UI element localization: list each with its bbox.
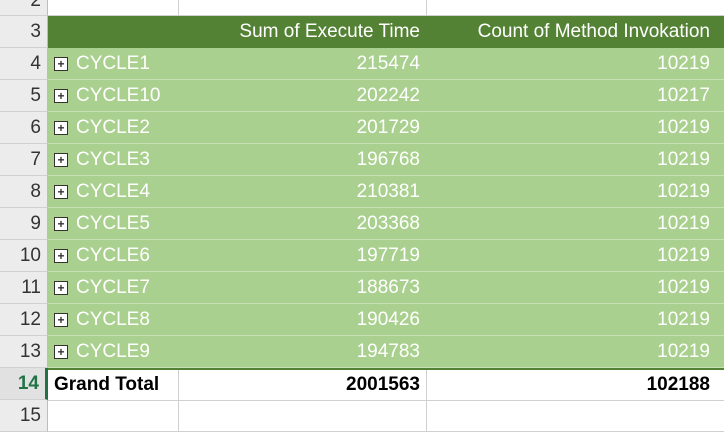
row-label: CYCLE9 bbox=[76, 341, 150, 362]
row-header-15[interactable]: 15 bbox=[0, 400, 48, 432]
execute-time-cell[interactable]: 197719 bbox=[356, 245, 420, 266]
row-label-cell[interactable]: + CYCLE7 bbox=[48, 272, 178, 303]
row-label: CYCLE1 bbox=[76, 53, 150, 74]
table-row: + CYCLE7 188673 10219 bbox=[48, 272, 724, 304]
table-row: + CYCLE5 203368 10219 bbox=[48, 208, 724, 240]
expand-icon[interactable]: + bbox=[54, 89, 68, 103]
execute-time-cell[interactable]: 201729 bbox=[356, 117, 420, 138]
row-header-9[interactable]: 9 bbox=[0, 208, 48, 240]
row-header-12[interactable]: 12 bbox=[0, 304, 48, 336]
row-header-6[interactable]: 6 bbox=[0, 112, 48, 144]
cell[interactable] bbox=[426, 0, 724, 15]
cell[interactable] bbox=[426, 401, 724, 431]
grand-total-label[interactable]: Grand Total bbox=[54, 374, 160, 395]
row-label-cell[interactable]: + CYCLE6 bbox=[48, 240, 178, 271]
grand-total-row: Grand Total 2001563 102188 bbox=[48, 368, 724, 400]
invocation-count-cell[interactable]: 10219 bbox=[657, 53, 710, 74]
expand-icon[interactable]: + bbox=[54, 153, 68, 167]
row-header-3[interactable]: 3 bbox=[0, 16, 48, 48]
execute-time-cell[interactable]: 196768 bbox=[356, 149, 420, 170]
row-label-cell[interactable]: + CYCLE1 bbox=[48, 48, 178, 79]
row-label-cell[interactable]: + CYCLE3 bbox=[48, 144, 178, 175]
invocation-count-cell[interactable]: 10219 bbox=[657, 181, 710, 202]
execute-time-cell[interactable]: 202242 bbox=[356, 85, 420, 106]
row-header-14[interactable]: 14 bbox=[0, 368, 48, 400]
row-header-11[interactable]: 11 bbox=[0, 272, 48, 304]
table-row: + CYCLE1 215474 10219 bbox=[48, 48, 724, 80]
row-label: CYCLE4 bbox=[76, 181, 150, 202]
expand-icon[interactable]: + bbox=[54, 57, 68, 71]
row-label: CYCLE10 bbox=[76, 85, 161, 106]
row-label-cell[interactable]: + CYCLE2 bbox=[48, 112, 178, 143]
invocation-count-cell[interactable]: 10219 bbox=[657, 117, 710, 138]
execute-time-cell[interactable]: 215474 bbox=[356, 53, 420, 74]
execute-time-cell[interactable]: 210381 bbox=[356, 181, 420, 202]
expand-icon[interactable]: + bbox=[54, 249, 68, 263]
invocation-count-cell[interactable]: 10219 bbox=[657, 245, 710, 266]
table-row: + CYCLE10 202242 10217 bbox=[48, 80, 724, 112]
grand-total-invocations[interactable]: 102188 bbox=[426, 370, 724, 400]
row-header-5[interactable]: 5 bbox=[0, 80, 48, 112]
header-cell-sum-execute-time[interactable]: Sum of Execute Time bbox=[239, 21, 420, 42]
invocation-count-cell[interactable]: 10219 bbox=[657, 149, 710, 170]
cell[interactable] bbox=[178, 0, 426, 15]
execute-time-cell[interactable]: 190426 bbox=[356, 309, 420, 330]
invocation-count-cell[interactable]: 10219 bbox=[657, 309, 710, 330]
invocation-count-cell[interactable]: 10219 bbox=[657, 213, 710, 234]
row-label-cell[interactable]: + CYCLE4 bbox=[48, 176, 178, 207]
row-header-10[interactable]: 10 bbox=[0, 240, 48, 272]
expand-icon[interactable]: + bbox=[54, 185, 68, 199]
table-row: + CYCLE4 210381 10219 bbox=[48, 176, 724, 208]
expand-icon[interactable]: + bbox=[54, 121, 68, 135]
table-row: + CYCLE8 190426 10219 bbox=[48, 304, 724, 336]
row-label-cell[interactable]: + CYCLE9 bbox=[48, 336, 178, 367]
row-label: CYCLE7 bbox=[76, 277, 150, 298]
execute-time-cell[interactable]: 203368 bbox=[356, 213, 420, 234]
invocation-count-cell[interactable]: 10217 bbox=[657, 85, 710, 106]
expand-icon[interactable]: + bbox=[54, 345, 68, 359]
table-row: + CYCLE9 194783 10219 bbox=[48, 336, 724, 368]
expand-icon[interactable]: + bbox=[54, 217, 68, 231]
row-label-cell[interactable]: + CYCLE10 bbox=[48, 80, 178, 111]
table-row: + CYCLE6 197719 10219 bbox=[48, 240, 724, 272]
row-header-13[interactable]: 13 bbox=[0, 336, 48, 368]
row-header-7[interactable]: 7 bbox=[0, 144, 48, 176]
row-label-cell[interactable]: + CYCLE8 bbox=[48, 304, 178, 335]
header-cell-count-method-invokation[interactable]: Count of Method Invokation bbox=[477, 21, 710, 42]
row-header-2[interactable]: 2 bbox=[0, 0, 48, 16]
row-label: CYCLE6 bbox=[76, 245, 150, 266]
cell[interactable] bbox=[178, 401, 426, 431]
sheet-row-2 bbox=[48, 0, 724, 16]
invocation-count-cell[interactable]: 10219 bbox=[657, 277, 710, 298]
execute-time-cell[interactable]: 188673 bbox=[356, 277, 420, 298]
invocation-count-cell[interactable]: 10219 bbox=[657, 341, 710, 362]
expand-icon[interactable]: + bbox=[54, 313, 68, 327]
cell[interactable] bbox=[48, 401, 178, 431]
row-label: CYCLE2 bbox=[76, 117, 150, 138]
row-label: CYCLE5 bbox=[76, 213, 150, 234]
execute-time-cell[interactable]: 194783 bbox=[356, 341, 420, 362]
sheet-row-15 bbox=[48, 400, 724, 432]
grand-total-execute-time[interactable]: 2001563 bbox=[178, 370, 426, 400]
expand-icon[interactable]: + bbox=[54, 281, 68, 295]
row-header-8[interactable]: 8 bbox=[0, 176, 48, 208]
header-cell-row-labels[interactable] bbox=[48, 16, 178, 48]
table-row: + CYCLE3 196768 10219 bbox=[48, 144, 724, 176]
pivot-header-row: Sum of Execute Time Count of Method Invo… bbox=[48, 16, 724, 48]
row-label: CYCLE8 bbox=[76, 309, 150, 330]
table-row: + CYCLE2 201729 10219 bbox=[48, 112, 724, 144]
row-label-cell[interactable]: + CYCLE5 bbox=[48, 208, 178, 239]
cell[interactable] bbox=[48, 0, 178, 15]
row-header-4[interactable]: 4 bbox=[0, 48, 48, 80]
row-label: CYCLE3 bbox=[76, 149, 150, 170]
